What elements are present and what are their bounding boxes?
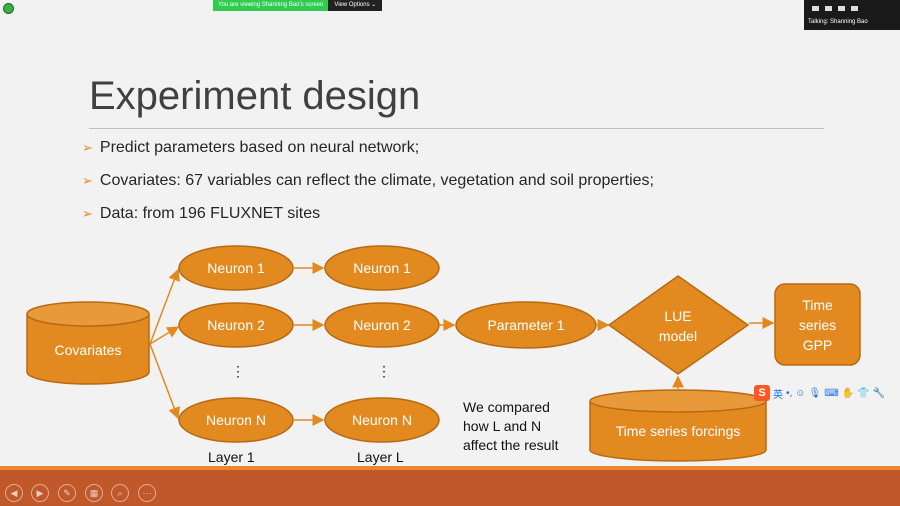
ime-toolbar: S 英 •, ☺ 🎙 ⌨ ✋ 👕 🔧	[754, 383, 900, 403]
presentation-control-bar	[0, 470, 900, 506]
layerL-neuron-node	[324, 302, 440, 348]
video-tile-icon[interactable]	[838, 6, 845, 11]
arrow-bullet-icon: ➢	[82, 173, 93, 188]
bullet-item: ➢ Data: from 196 FLUXNET sites	[82, 205, 320, 223]
forcings-label: Time series forcings	[615, 423, 741, 439]
layer1-caption: Layer 1	[208, 449, 255, 465]
zoom-icon[interactable]: ⌕	[111, 484, 129, 502]
parameter-label: Parameter 1	[487, 317, 565, 333]
layerL-neuron-node	[324, 397, 440, 443]
layerL-neuron-label: Neuron 2	[353, 317, 411, 333]
video-tile-icon[interactable]	[825, 6, 832, 11]
microphone-icon[interactable]: 🎙	[808, 387, 822, 399]
arrow-bullet-icon: ➢	[82, 206, 93, 221]
arrow-connector	[149, 343, 180, 420]
parameter-node	[455, 301, 597, 349]
layer1-neuron-label: Neuron 1	[207, 260, 265, 276]
keyboard-icon[interactable]: ⌨	[824, 387, 839, 399]
arrow-connector	[149, 268, 180, 345]
punctuation-icon[interactable]: •,	[786, 387, 793, 399]
lue-label-line2: model	[658, 328, 698, 344]
zoom-status-dot	[3, 3, 14, 14]
talking-panel: Talking: Shanning Bao	[804, 0, 900, 30]
zoom-share-banner: You are viewing Shanning Bao's screen Vi…	[213, 0, 383, 11]
previous-slide-icon[interactable]: ◀	[5, 484, 23, 502]
lue-model-diamond	[607, 275, 750, 375]
layerL-caption: Layer L	[357, 449, 404, 465]
time-series-gpp-box	[774, 283, 861, 366]
bullet-item: ➢ Covariates: 67 variables can reflect t…	[82, 172, 654, 190]
slide-footer-line	[0, 466, 900, 470]
output-label-line1: Time	[802, 297, 833, 313]
output-label-line3: GPP	[802, 337, 833, 353]
forcings-cylinder	[589, 389, 767, 462]
arrow-connector	[149, 326, 180, 345]
output-label-line2: series	[798, 317, 837, 333]
layer1-neuron-label: Neuron 2	[207, 317, 265, 333]
more-options-icon[interactable]: ⋯	[138, 484, 156, 502]
bullet-text: Data: from 196 FLUXNET sites	[99, 205, 321, 222]
viewing-label: You are viewing Shanning Bao's screen	[213, 0, 329, 11]
title-divider	[89, 128, 824, 129]
talking-label: Talking: Shanning Bao	[808, 19, 868, 25]
sogou-logo-icon[interactable]: S	[754, 385, 770, 401]
note-line2: how L and N	[463, 418, 542, 434]
note-line1: We compared	[463, 399, 550, 415]
ellipsis-dots: ⋮	[377, 363, 391, 379]
note-line3: affect the result	[463, 437, 559, 453]
slide-title: Experiment design	[89, 74, 421, 118]
arrow-bullet-icon: ➢	[82, 140, 93, 155]
layerL-neuron-label: Neuron N	[352, 412, 412, 428]
emoji-icon[interactable]: ☺	[795, 387, 806, 399]
layerL-neuron-node	[324, 245, 440, 291]
next-slide-icon[interactable]: ▶	[31, 484, 49, 502]
layer1-neuron-label: Neuron N	[206, 412, 266, 428]
shirt-icon[interactable]: 👕	[857, 387, 870, 399]
slides-grid-icon[interactable]: ▦	[85, 484, 103, 502]
layerL-neuron-label: Neuron 1	[353, 260, 411, 276]
ellipsis-dots: ⋮	[231, 363, 245, 379]
pen-icon[interactable]: ✎	[58, 484, 76, 502]
bullet-text: Covariates: 67 variables can reflect the…	[99, 172, 654, 189]
layer1-neuron-node	[178, 397, 294, 443]
ime-language-toggle[interactable]: 英	[773, 389, 783, 401]
bullet-text: Predict parameters based on neural netwo…	[99, 139, 420, 156]
lue-label-line1: LUE	[664, 308, 692, 324]
layer1-neuron-node	[178, 302, 294, 348]
view-options-button[interactable]: View Options ⌄	[328, 0, 383, 11]
covariates-label: Covariates	[54, 342, 122, 358]
settings-icon[interactable]: 🔧	[872, 387, 885, 399]
covariates-cylinder	[26, 301, 150, 385]
video-tile-icon[interactable]	[812, 6, 819, 11]
layer1-neuron-node	[178, 245, 294, 291]
skin-icon[interactable]: ✋	[841, 387, 855, 399]
bullet-item: ➢ Predict parameters based on neural net…	[82, 139, 419, 157]
video-tile-icon[interactable]	[851, 6, 858, 11]
